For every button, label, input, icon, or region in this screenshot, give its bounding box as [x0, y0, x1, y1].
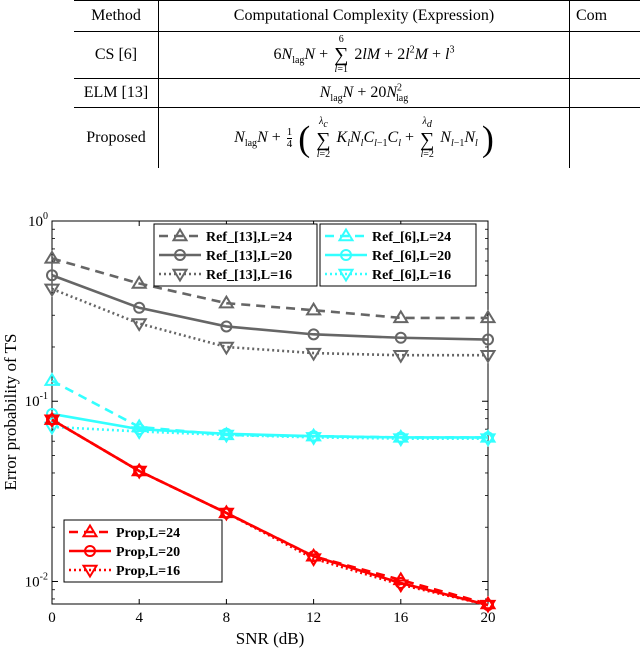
legend-marker [340, 249, 352, 261]
data-point [394, 331, 407, 344]
series-0 [43, 249, 497, 324]
legend-top-left: Ref_[13],L=24 Ref_[13],L=20 Ref_[13],L=16 [153, 223, 318, 287]
data-point [43, 414, 61, 429]
data-point [43, 283, 61, 298]
x-tick-label: 20 [481, 610, 496, 626]
legend-label: Prop,L=16 [116, 564, 180, 579]
table-row: ELM [13] NlagN + 20N2lag [74, 78, 640, 108]
series-1 [46, 269, 494, 346]
legend-marker [171, 227, 189, 242]
x-tick-label: 16 [393, 610, 409, 626]
x-tick-label: 0 [48, 610, 56, 626]
data-point [307, 328, 320, 341]
data-point [43, 249, 61, 264]
method-cell: ELM [13] [74, 78, 159, 108]
series-line [51, 412, 488, 439]
axis-ticks: 0 4 8 12 16 20 100 10-1 10-2 [25, 211, 496, 626]
series-line [51, 274, 489, 341]
legend-layer: Ref_[13],L=24Ref_[13],L=20Ref_[13],L=16R… [63, 223, 477, 583]
series-2 [43, 283, 497, 364]
x-tick-label: 12 [306, 610, 321, 626]
legend-bottom-left: Prop,L=24 Prop,L=20 Prop,L=16 [63, 519, 223, 583]
complexity-table-wrap: Method Computational Complexity (Express… [74, 0, 640, 168]
data-point [305, 432, 322, 446]
formula-cs: 6NlagN + 6 ∑ l=1 2lM + 2l2M + l3 [158, 31, 570, 79]
method-cell: CS [6] [74, 31, 159, 79]
data-point [305, 347, 322, 362]
data-point [46, 407, 58, 420]
x-tick-label: 4 [135, 610, 143, 626]
legend-label: Ref_[6],L=16 [372, 268, 451, 283]
data-point [305, 553, 322, 568]
header-third: Com [569, 0, 640, 32]
series-5 [43, 421, 497, 448]
data-point [392, 350, 410, 364]
data-point [479, 309, 497, 324]
legend-label: Ref_[13],L=24 [206, 230, 292, 245]
empty-cell [569, 78, 640, 108]
data-point [130, 465, 148, 480]
data-point [479, 433, 497, 448]
table-header-row: Method Computational Complexity (Express… [74, 0, 640, 32]
data-point [130, 426, 148, 440]
series-line [51, 257, 488, 320]
legend-top-right: Ref_[6],L=24 Ref_[6],L=20 Ref_[6],L=16 [319, 223, 477, 287]
data-point [218, 294, 235, 309]
formula-elm: NlagN + 20N2lag [158, 78, 570, 108]
legend-marker [84, 545, 96, 557]
legend-label: Ref_[6],L=20 [372, 249, 451, 264]
legend-label: Ref_[6],L=24 [372, 230, 451, 245]
data-point [392, 579, 410, 594]
data-point [479, 599, 497, 614]
x-axis-label: SNR (dB) [236, 629, 304, 648]
empty-cell [569, 107, 640, 168]
y-tick-label: 100 [28, 211, 48, 230]
legend-marker [171, 268, 189, 283]
legend-label: Ref_[13],L=20 [206, 249, 292, 264]
data-point [130, 275, 148, 289]
legend-marker [337, 268, 355, 283]
y-axis-label: Error probability of TS [1, 334, 20, 491]
data-point [305, 301, 322, 316]
data-point [479, 595, 497, 610]
legend-label: Prop,L=20 [116, 545, 180, 560]
header-method: Method [74, 0, 159, 32]
legend-label: Ref_[13],L=16 [206, 268, 292, 283]
series-layer [43, 249, 497, 614]
complexity-table: Method Computational Complexity (Express… [74, 0, 640, 168]
data-point [218, 429, 235, 444]
empty-cell [569, 31, 640, 79]
legend-marker [337, 227, 355, 242]
legend-marker [81, 564, 99, 579]
legend-marker [81, 523, 99, 538]
data-point [130, 318, 148, 332]
data-point [220, 320, 233, 333]
header-complexity: Computational Complexity (Expression) [158, 0, 570, 32]
x-tick-label: 8 [223, 610, 231, 626]
data-point [133, 301, 146, 314]
data-point [46, 269, 58, 282]
data-point [479, 350, 497, 364]
legend-marker [174, 249, 186, 261]
table-row: CS [6] 6NlagN + 6 ∑ l=1 2lM + 2l2M + l3 [74, 31, 640, 79]
data-point [482, 333, 494, 346]
y-tick-label: 10-1 [25, 391, 48, 410]
data-point [218, 341, 235, 356]
data-point [43, 372, 61, 386]
data-point [392, 433, 410, 448]
data-point [392, 309, 410, 324]
y-tick-label: 10-2 [25, 571, 48, 590]
method-cell: Proposed [74, 107, 159, 168]
series-8 [43, 414, 497, 614]
data-point [218, 507, 235, 522]
data-point [43, 421, 61, 436]
legend-label: Prop,L=24 [116, 526, 180, 541]
